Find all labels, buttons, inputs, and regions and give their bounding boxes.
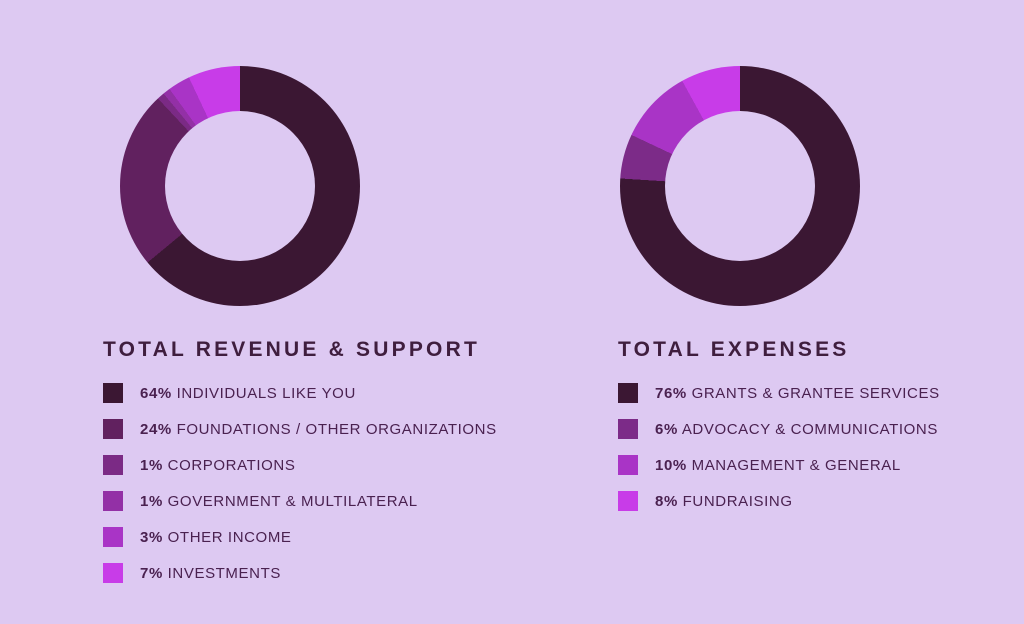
legend-percentage: 10%	[655, 456, 687, 474]
legend-label: 24% FOUNDATIONS / OTHER ORGANIZATIONS	[140, 420, 497, 438]
legend-label: 1% CORPORATIONS	[140, 456, 296, 474]
legend-item: 3% OTHER INCOME	[103, 527, 497, 547]
legend-percentage: 64%	[140, 384, 172, 402]
revenue-donut-hole	[165, 111, 315, 261]
legend-item: 10% MANAGEMENT & GENERAL	[618, 455, 940, 475]
legend-percentage: 1%	[140, 492, 163, 510]
legend-percentage: 8%	[655, 492, 678, 510]
legend-item: 1% GOVERNMENT & MULTILATERAL	[103, 491, 497, 511]
legend-label: 8% FUNDRAISING	[655, 492, 793, 510]
legend-label: 64% INDIVIDUALS LIKE YOU	[140, 384, 356, 402]
legend-percentage: 1%	[140, 456, 163, 474]
legend-item: 64% INDIVIDUALS LIKE YOU	[103, 383, 497, 403]
legend-swatch	[103, 563, 123, 583]
legend-percentage: 7%	[140, 564, 163, 582]
legend-item: 6% ADVOCACY & COMMUNICATIONS	[618, 419, 940, 439]
legend-label: 76% GRANTS & GRANTEE SERVICES	[655, 384, 940, 402]
expenses-donut-hole	[665, 111, 815, 261]
legend-percentage: 76%	[655, 384, 687, 402]
legend-item: 1% CORPORATIONS	[103, 455, 497, 475]
legend-item: 7% INVESTMENTS	[103, 563, 497, 583]
legend-swatch	[618, 455, 638, 475]
legend-swatch	[618, 383, 638, 403]
legend-percentage: 6%	[655, 420, 678, 438]
legend-label: 10% MANAGEMENT & GENERAL	[655, 456, 901, 474]
expenses-donut-chart	[620, 66, 860, 306]
revenue-chart-title: TOTAL REVENUE & SUPPORT	[103, 338, 480, 361]
legend-swatch	[103, 455, 123, 475]
legend-item: 76% GRANTS & GRANTEE SERVICES	[618, 383, 940, 403]
legend-percentage: 24%	[140, 420, 172, 438]
revenue-donut-chart	[120, 66, 360, 306]
legend-swatch	[618, 419, 638, 439]
expenses-chart-title: TOTAL EXPENSES	[618, 338, 850, 361]
legend-swatch	[618, 491, 638, 511]
legend-item: 8% FUNDRAISING	[618, 491, 940, 511]
legend-label: 6% ADVOCACY & COMMUNICATIONS	[655, 420, 938, 438]
revenue-legend: 64% INDIVIDUALS LIKE YOU 24% FOUNDATIONS …	[103, 383, 497, 583]
expenses-legend: 76% GRANTS & GRANTEE SERVICES 6% ADVOCACY…	[618, 383, 940, 511]
legend-swatch	[103, 419, 123, 439]
legend-label: 7% INVESTMENTS	[140, 564, 281, 582]
legend-swatch	[103, 491, 123, 511]
legend-swatch	[103, 527, 123, 547]
legend-label: 3% OTHER INCOME	[140, 528, 292, 546]
legend-percentage: 3%	[140, 528, 163, 546]
legend-item: 24% FOUNDATIONS / OTHER ORGANIZATIONS	[103, 419, 497, 439]
legend-swatch	[103, 383, 123, 403]
legend-label: 1% GOVERNMENT & MULTILATERAL	[140, 492, 418, 510]
